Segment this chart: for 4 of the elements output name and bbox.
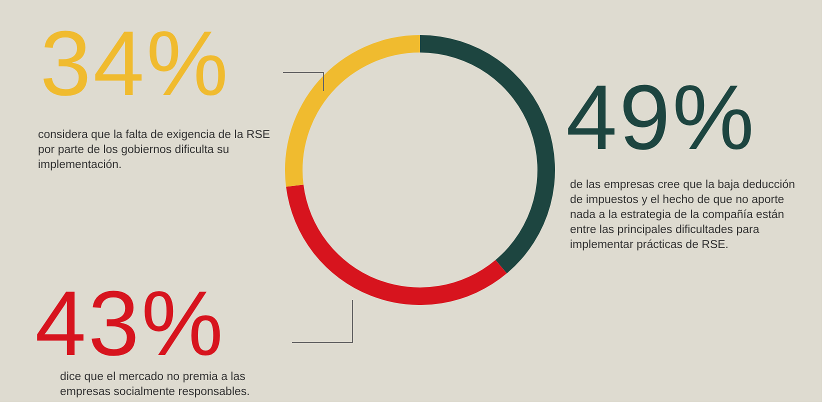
data-label: 49% [566,67,756,169]
slice-label: considera que la falta de exigencia de la RSE por parte de los gobiernos dificulta su implementación. [38,128,272,173]
data-label: 34% [40,13,230,115]
slice-label: de las empresas cree que la baja deducción de impuestos y el hecho de que no aporte nada a la estrategia de la compañía están entre las principales dificultades para implementar prácticas de RSE. [570,178,796,253]
